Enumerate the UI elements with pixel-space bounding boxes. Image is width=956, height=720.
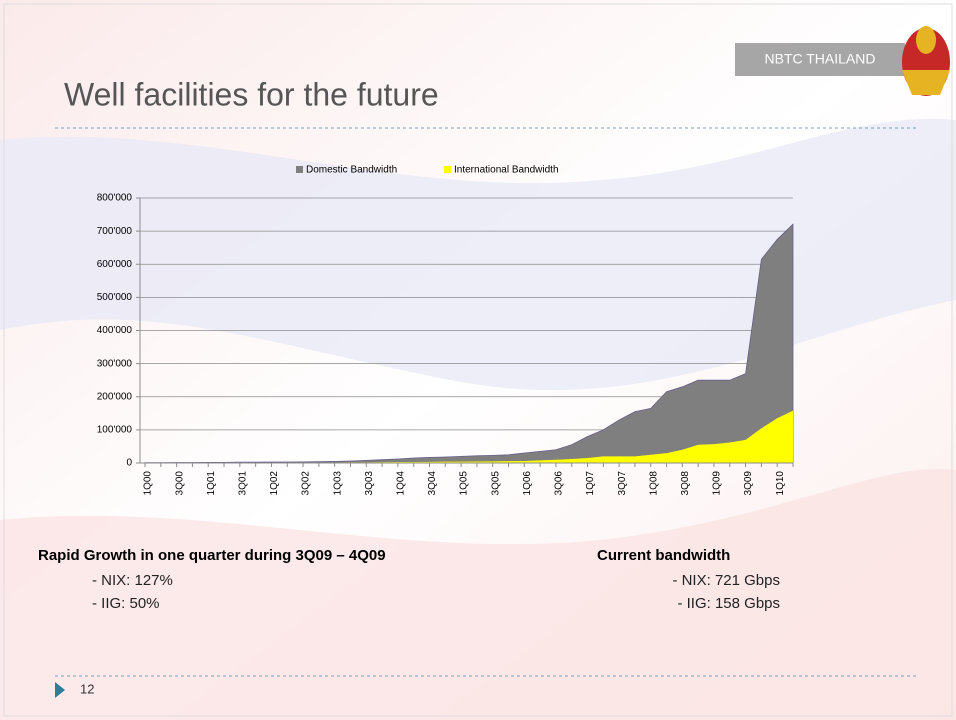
- slide-title: Well facilities for the future: [64, 76, 439, 112]
- y-tick-label: 200'000: [97, 391, 133, 402]
- x-tick-label: 3Q09: [743, 471, 754, 496]
- x-tick-label: 1Q06: [522, 471, 533, 496]
- y-tick-label: 0: [126, 458, 132, 469]
- x-tick-label: 3Q06: [554, 471, 565, 496]
- y-tick-label: 500'000: [97, 292, 133, 303]
- x-tick-label: 3Q08: [680, 471, 691, 496]
- y-tick-label: 300'000: [97, 358, 133, 369]
- x-tick-label: 1Q09: [712, 471, 723, 496]
- page-number: 12: [80, 681, 94, 696]
- note-item: - IIG: 50%: [92, 595, 160, 612]
- note-item: - NIX: 721 Gbps: [672, 572, 780, 589]
- x-tick-label: 1Q10: [775, 471, 786, 496]
- x-tick-label: 1Q04: [396, 471, 407, 496]
- x-tick-label: 3Q04: [427, 471, 438, 496]
- legend-label: International Bandwidth: [454, 165, 559, 176]
- note-heading: Rapid Growth in one quarter during 3Q09 …: [38, 547, 386, 564]
- area: [144, 223, 794, 464]
- x-tick-label: 3Q07: [617, 471, 628, 496]
- x-tick-label: 1Q01: [206, 471, 217, 496]
- x-tick-label: 1Q02: [269, 471, 280, 496]
- x-tick-label: 3Q05: [490, 471, 501, 496]
- badge: NBTC THAILAND: [765, 51, 876, 67]
- x-tick-label: 1Q00: [143, 471, 154, 496]
- x-tick-label: 1Q05: [459, 471, 470, 496]
- x-tick-label: 1Q07: [585, 471, 596, 496]
- area: [145, 410, 793, 463]
- y-tick-label: 100'000: [97, 425, 133, 436]
- x-tick-label: 1Q08: [648, 471, 659, 496]
- flag-band: [0, 118, 956, 391]
- emblem: [902, 26, 950, 96]
- note-heading: Current bandwidth: [597, 547, 730, 564]
- flag-band: [0, 468, 956, 720]
- note-item: - IIG: 158 Gbps: [677, 595, 780, 612]
- legend-swatch: [296, 166, 303, 173]
- note-item: - NIX: 127%: [92, 572, 173, 589]
- x-tick-label: 1Q03: [332, 471, 343, 496]
- bullet: [55, 682, 65, 698]
- x-tick-label: 3Q01: [237, 471, 248, 496]
- slide-border: [3, 3, 953, 717]
- y-tick-label: 600'000: [97, 259, 133, 270]
- chart: 0 100'000 200'000 300'000 400'000 500'000 600'…: [97, 165, 794, 496]
- x-tick-label: 3Q02: [301, 471, 312, 496]
- x-tick-label: 3Q00: [174, 471, 185, 496]
- legend-label: Domestic Bandwidth: [306, 165, 397, 176]
- y-tick-label: 700'000: [97, 226, 133, 237]
- y-tick-label: 800'000: [97, 193, 133, 204]
- badge-box: [735, 43, 905, 76]
- legend-swatch: [444, 166, 451, 173]
- y-tick-label: 400'000: [97, 325, 133, 336]
- x-tick-label: 3Q03: [364, 471, 375, 496]
